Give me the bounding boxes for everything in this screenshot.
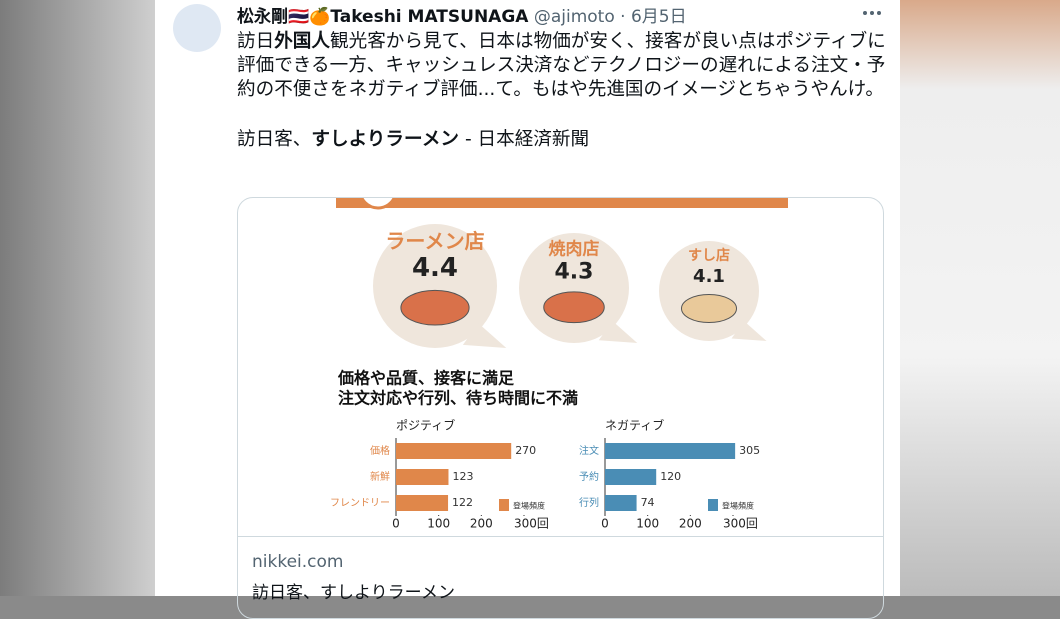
- author[interactable]: 松永剛🇹🇭🍊Takeshi MATSUNAGA: [237, 7, 529, 27]
- value-label: 305: [739, 444, 760, 457]
- more-menu[interactable]: [861, 6, 883, 20]
- food-illustration: [543, 291, 605, 324]
- rating-bubble: [519, 233, 629, 343]
- rating-name: すし店: [688, 247, 730, 264]
- x-tick-label: 0: [601, 517, 609, 531]
- bubble-tail: [462, 323, 507, 348]
- background: [0, 0, 155, 596]
- value-label: 123: [452, 470, 473, 483]
- handle[interactable]: @ajimoto: [533, 7, 615, 27]
- food-illustration: [681, 294, 737, 323]
- separator: ·: [620, 7, 626, 27]
- rating-name: 焼肉店: [549, 239, 600, 260]
- bold-text: すしよりラーメン: [311, 129, 460, 150]
- link-title: 訪日客、すしよりラーメン: [252, 583, 455, 603]
- value-label: 120: [660, 470, 681, 483]
- x-tick-label: 100: [636, 517, 659, 531]
- rating-bubble: [659, 241, 759, 341]
- rating-score: 4.3: [555, 260, 594, 285]
- background: [900, 0, 1060, 596]
- headline: 注文対応や行列、待ち時間に不満: [338, 389, 578, 408]
- category-label: 予約: [579, 470, 599, 483]
- bubble-tail: [731, 321, 767, 341]
- rating-score: 4.4: [412, 253, 458, 283]
- value-label: 122: [452, 496, 473, 509]
- text: 観光客から見て、日本は物価が安く、接客が良い点はポジティブに評価できる一方、キャ…: [237, 31, 886, 100]
- avatar[interactable]: [173, 4, 221, 52]
- category-label: フレンドリー: [330, 498, 390, 509]
- x-tick-label: 100: [427, 517, 450, 531]
- bar: [396, 469, 449, 485]
- bar: [605, 443, 736, 459]
- x-tick-label: 300回: [723, 517, 758, 531]
- text: 訪日客、: [237, 129, 312, 150]
- value-label: 74: [641, 496, 655, 509]
- tweet-header: 松永剛🇹🇭🍊Takeshi MATSUNAGA @ajimoto · 6月5日: [237, 2, 687, 27]
- headline: 価格や品質、接客に満足: [337, 369, 515, 388]
- date[interactable]: 6月5日: [630, 7, 687, 27]
- category-label: 注文: [579, 444, 599, 457]
- legend-label: 登場頻度: [722, 501, 754, 511]
- chart-title: ポジティブ: [396, 418, 455, 433]
- x-tick-label: 300回: [514, 517, 549, 531]
- text: 訪日: [237, 31, 275, 52]
- value-label: 270: [515, 444, 536, 457]
- bar: [396, 495, 449, 511]
- chart-title: ネガティブ: [605, 418, 664, 433]
- x-tick-label: 200: [679, 517, 702, 531]
- x-tick-label: 0: [392, 517, 400, 531]
- bold-text: 外国人: [274, 31, 330, 52]
- category-label: 価格: [370, 444, 390, 457]
- category-label: 新鮮: [370, 470, 390, 483]
- food-illustration: [400, 289, 470, 326]
- tweet-body: 訪日外国人観光客から見て、日本は物価が安く、接客が良い点はポジティブに評価できる…: [237, 30, 887, 178]
- category-label: 行列: [579, 496, 599, 509]
- bubble-tail: [598, 321, 638, 343]
- icon: [360, 198, 396, 210]
- legend-swatch: [499, 499, 509, 511]
- divider: [238, 536, 883, 537]
- paragraph: 訪日客、すしよりラーメン - 日本経済新聞: [237, 128, 887, 152]
- bar: [605, 495, 637, 511]
- bar: [396, 443, 512, 459]
- header-bar: [336, 198, 788, 208]
- link-card[interactable]: ラーメン店 4.4 焼肉店 4.3 すし店 4.1 価格や品質、接客に満足 注文対応や行列、待…: [237, 197, 884, 619]
- text: - 日本経済新聞: [459, 129, 590, 150]
- bar: [605, 469, 657, 485]
- x-tick-label: 200: [470, 517, 493, 531]
- rating-name: ラーメン店: [385, 229, 484, 253]
- tweet: 松永剛🇹🇭🍊Takeshi MATSUNAGA @ajimoto · 6月5日 …: [155, 0, 900, 619]
- legend-label: 登場頻度: [513, 501, 545, 511]
- paragraph: 訪日外国人観光客から見て、日本は物価が安く、接客が良い点はポジティブに評価できる…: [237, 30, 887, 102]
- link-domain: nikkei.com: [252, 552, 344, 572]
- legend-swatch: [708, 499, 718, 511]
- rating-bubble: [373, 224, 497, 348]
- rating-score: 4.1: [693, 266, 725, 287]
